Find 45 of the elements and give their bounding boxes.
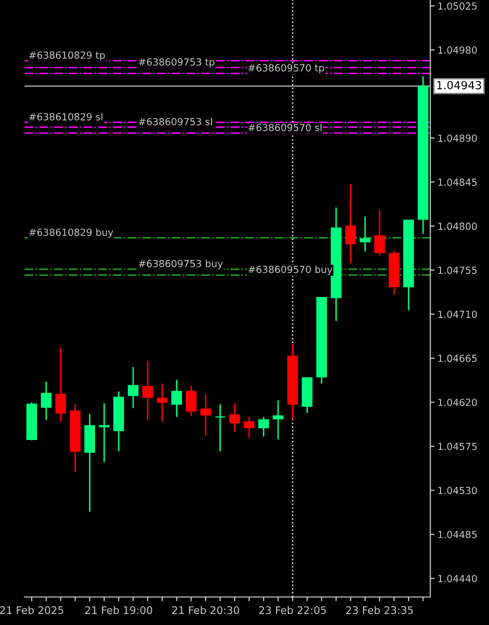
candlestick — [55, 346, 66, 423]
ref-line-label: #638609570 buy — [248, 266, 332, 276]
candlestick — [186, 384, 196, 417]
candlestick — [360, 216, 370, 252]
candlestick — [272, 400, 284, 440]
candlestick — [128, 366, 139, 409]
candlestick — [345, 183, 356, 264]
x-tick-label: 23 Feb 22:05 — [259, 606, 326, 614]
y-tick-label: 1.04710 — [438, 310, 477, 318]
y-tick-label: 1.04890 — [438, 134, 477, 142]
ref-line-label: #638609570 sl — [248, 124, 322, 132]
candlestick — [40, 380, 52, 421]
x-tick-label: 21 Feb 19:00 — [85, 606, 152, 614]
candlestick — [229, 402, 240, 432]
candlestick — [98, 402, 110, 463]
ref-line-label: #638610829 buy — [29, 228, 114, 238]
y-tick-label: 1.04485 — [438, 530, 477, 538]
candlestick — [156, 382, 168, 423]
candlestick — [214, 404, 226, 452]
candlestick — [258, 416, 269, 438]
candlestick — [142, 360, 153, 421]
candlestick — [171, 379, 182, 418]
x-tick-label: 21 Feb 2025 — [0, 606, 64, 614]
ref-line-label: #638610829 tp — [29, 51, 105, 61]
candlestick — [200, 394, 211, 436]
y-tick-label: 1.04575 — [438, 442, 477, 450]
y-tick-label: 1.05025 — [438, 2, 477, 10]
candlestick — [374, 210, 385, 256]
ref-line-label: #638610829 sl — [29, 112, 102, 120]
ref-line-label: #638609753 sl — [138, 118, 212, 126]
ref-line-label: #638609570 tp — [248, 64, 324, 74]
y-tick-label: 1.04755 — [438, 266, 477, 274]
ref-line-label: 1.04943 — [437, 80, 482, 90]
y-tick-label: 1.04665 — [438, 354, 477, 362]
y-tick-label: 1.04440 — [438, 574, 477, 582]
y-tick-label: 1.04845 — [438, 178, 477, 186]
candlestick — [244, 416, 254, 438]
ref-line-label: #638609753 buy — [138, 260, 223, 270]
x-tick-label: 23 Feb 23:35 — [346, 606, 413, 614]
x-tick-label: 21 Feb 20:30 — [172, 606, 240, 614]
y-tick-label: 1.04980 — [438, 46, 477, 54]
ref-line-label: #638609753 tp — [138, 58, 214, 68]
y-tick-label: 1.04800 — [438, 222, 477, 230]
y-tick-label: 1.04530 — [438, 486, 477, 494]
y-tick-label: 1.04620 — [438, 398, 477, 406]
